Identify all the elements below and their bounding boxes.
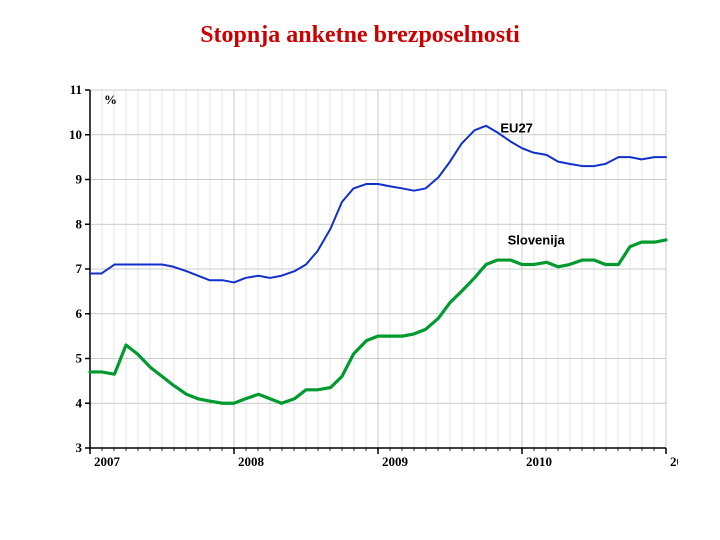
y-tick-label: 9 [76, 172, 83, 187]
chart-area: 3 4 5 6 7 8 9 10 11 2007 2008 2009 2010 2011% EU27 Slov… [42, 78, 678, 486]
y-tick-label: 7 [76, 261, 83, 276]
y-tick-label: 11 [70, 82, 82, 97]
y-tick-label: 8 [76, 216, 83, 231]
y-unit-label: % [104, 92, 117, 107]
x-tick-label: 2010 [526, 454, 552, 469]
chart-title: Stopnja anketne brezposelnosti [0, 22, 720, 49]
x-tick-label: 2011 [670, 454, 678, 469]
x-tick-label: 2007 [94, 454, 121, 469]
x-tick-label: 2008 [238, 454, 265, 469]
series-label-EU27: EU27 [500, 121, 533, 136]
y-tick-label: 3 [76, 440, 83, 455]
y-tick-label: 4 [76, 395, 83, 410]
y-tick-label: 6 [76, 306, 83, 321]
page: Stopnja anketne brezposelnosti 3 4 5 6 7 8 9 10… [0, 0, 720, 540]
y-tick-label: 10 [69, 127, 82, 142]
series-label-Slovenija: Slovenija [508, 232, 566, 247]
line-chart: 3 4 5 6 7 8 9 10 11 2007 2008 2009 2010 2011% EU27 Slov… [42, 78, 678, 486]
x-tick-label: 2009 [382, 454, 409, 469]
y-tick-label: 5 [76, 351, 83, 366]
